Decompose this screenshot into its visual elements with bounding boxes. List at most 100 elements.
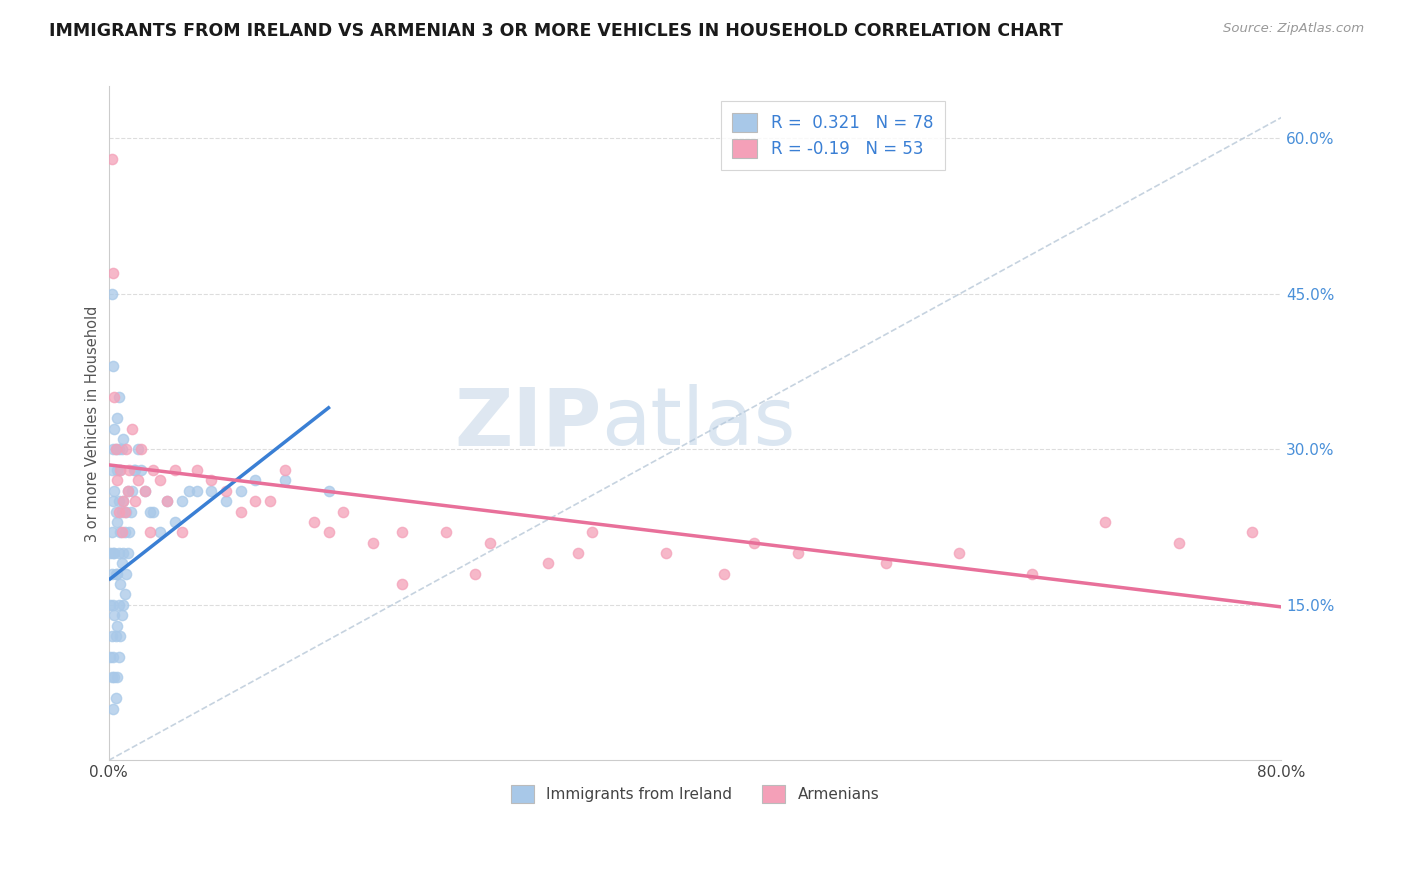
Point (101, 266, 124, 280)
Text: ZIP: ZIP (454, 384, 602, 462)
Point (120, 504, 142, 518)
Point (124, 463, 146, 477)
Point (229, 483, 252, 498)
Point (103, 483, 125, 498)
Point (215, 494, 238, 508)
Point (713, 566, 735, 581)
Point (112, 546, 135, 560)
Point (581, 525, 603, 540)
Point (179, 483, 201, 498)
Point (108, 598, 131, 612)
Point (98, 598, 121, 612)
Point (98, 546, 121, 560)
Point (875, 557, 897, 571)
Point (100, 670, 122, 684)
Point (332, 504, 354, 518)
Point (112, 432, 135, 446)
Point (101, 701, 124, 715)
Point (101, 359, 124, 374)
Point (142, 463, 165, 477)
Point (100, 152, 122, 166)
Point (103, 670, 125, 684)
Point (104, 442, 127, 457)
Point (156, 494, 179, 508)
Point (567, 546, 589, 560)
Point (103, 391, 125, 405)
Point (107, 474, 129, 488)
Point (245, 494, 267, 508)
Point (110, 629, 132, 643)
Point (537, 557, 560, 571)
Point (742, 535, 765, 549)
Point (100, 286, 122, 301)
Point (318, 483, 340, 498)
Point (100, 566, 122, 581)
Point (118, 463, 141, 477)
Point (163, 463, 186, 477)
Point (259, 494, 281, 508)
Point (107, 411, 129, 425)
Point (107, 566, 129, 581)
Point (114, 525, 136, 540)
Point (138, 525, 160, 540)
Point (200, 474, 222, 488)
Point (129, 442, 152, 457)
Point (464, 566, 486, 581)
Point (108, 504, 131, 518)
Point (134, 483, 156, 498)
Point (101, 598, 124, 612)
Point (1167, 535, 1189, 549)
Point (112, 494, 135, 508)
Point (134, 483, 156, 498)
Point (121, 421, 143, 435)
Point (200, 483, 222, 498)
Point (163, 515, 186, 529)
Point (361, 535, 384, 549)
Point (112, 494, 135, 508)
Point (391, 525, 413, 540)
Point (229, 504, 252, 518)
Point (170, 494, 193, 508)
Point (103, 608, 125, 623)
Point (114, 504, 136, 518)
Point (107, 463, 129, 477)
Point (273, 463, 295, 477)
Point (100, 463, 122, 477)
Point (434, 525, 457, 540)
Point (1094, 515, 1116, 529)
Point (101, 442, 124, 457)
Point (170, 525, 193, 540)
Point (138, 504, 160, 518)
Point (108, 494, 131, 508)
Point (186, 483, 208, 498)
Point (101, 649, 124, 664)
Point (108, 546, 131, 560)
Point (110, 577, 132, 591)
Point (104, 691, 127, 706)
Legend: Immigrants from Ireland, Armenians: Immigrants from Ireland, Armenians (501, 774, 890, 814)
Point (149, 525, 172, 540)
Point (108, 442, 131, 457)
Point (318, 525, 340, 540)
Point (101, 546, 124, 560)
Point (101, 494, 124, 508)
Point (478, 535, 501, 549)
Point (114, 587, 136, 601)
Point (108, 649, 131, 664)
Point (111, 442, 134, 457)
Point (1021, 566, 1043, 581)
Point (104, 504, 127, 518)
Y-axis label: 3 or more Vehicles in Household: 3 or more Vehicles in Household (86, 305, 100, 541)
Point (129, 463, 152, 477)
Point (112, 598, 135, 612)
Point (115, 442, 138, 457)
Point (111, 504, 134, 518)
Point (273, 474, 295, 488)
Point (103, 546, 125, 560)
Point (149, 474, 172, 488)
Point (186, 463, 208, 477)
Point (121, 483, 143, 498)
Point (124, 494, 146, 508)
Point (110, 463, 132, 477)
Point (98, 649, 121, 664)
